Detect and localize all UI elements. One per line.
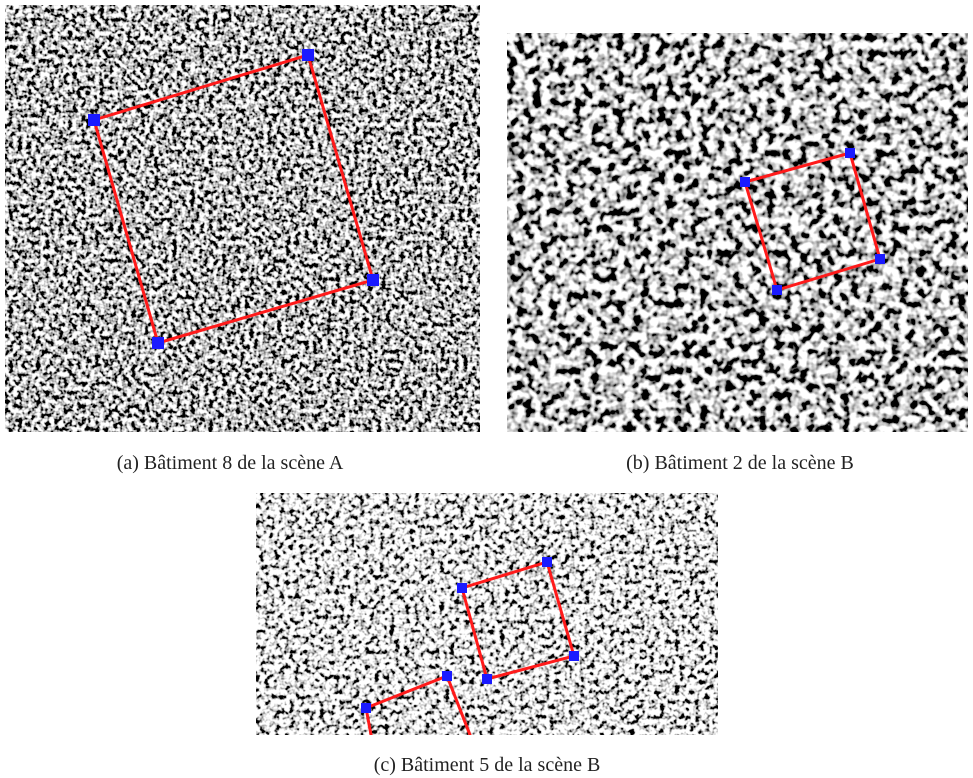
panel-c: [256, 493, 718, 735]
caption: (a) Bâtiment 8 de la scène A: [117, 452, 344, 474]
sar-texture: [507, 33, 968, 432]
panel-a: [5, 5, 480, 432]
panel-b: [507, 33, 968, 432]
sar-texture: [5, 5, 480, 432]
corners: [740, 148, 885, 295]
sar-texture: [256, 493, 718, 735]
caption: (c) Bâtiment 5 de la scène B: [374, 754, 601, 776]
corners: [88, 49, 379, 349]
corners: [361, 557, 579, 713]
building-outline: [364, 674, 472, 735]
caption: (b) Bâtiment 2 de la scène B: [626, 452, 854, 474]
